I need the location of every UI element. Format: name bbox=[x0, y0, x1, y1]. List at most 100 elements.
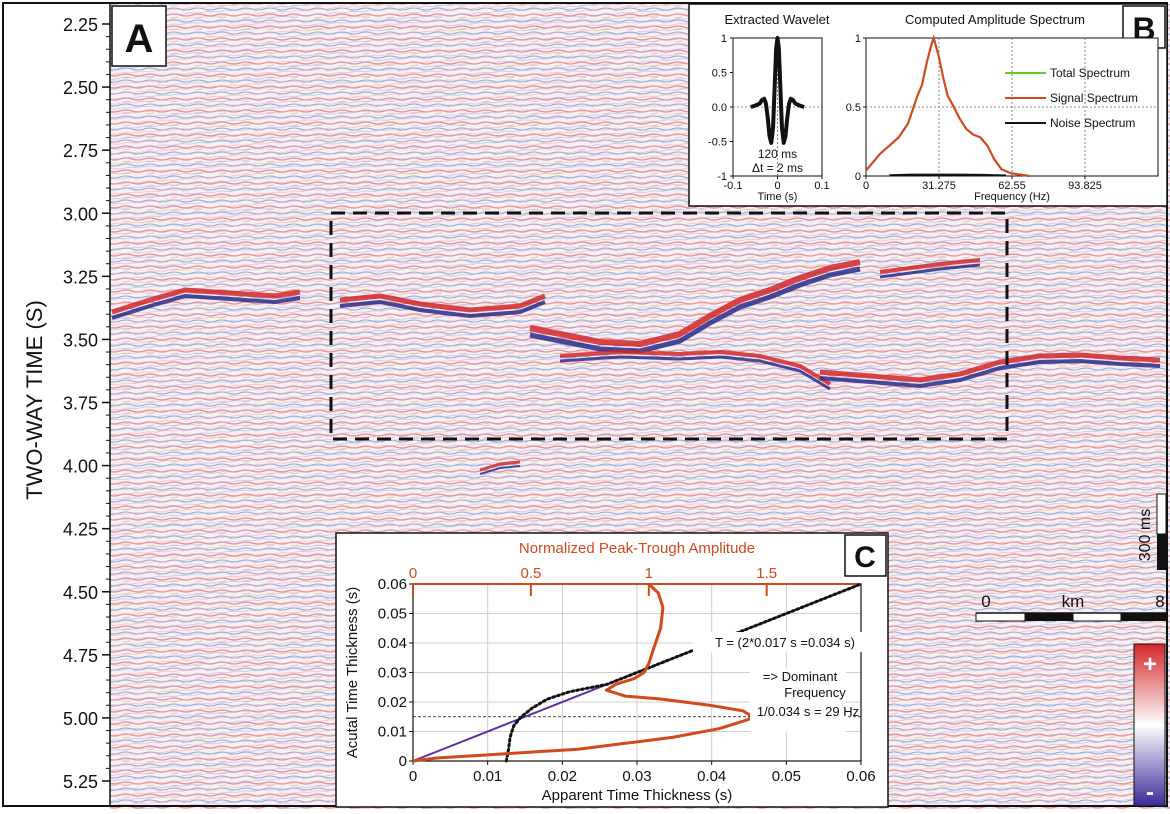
reflector-red bbox=[879, 258, 981, 274]
spectrum-title: Computed Amplitude Spectrum bbox=[905, 12, 1085, 27]
y-tick-label: 3.00 bbox=[63, 204, 98, 224]
wavelet-y-tick-label: 0.5 bbox=[712, 68, 727, 80]
y-tick-label: 4.50 bbox=[63, 583, 98, 603]
panel-c: C 0 0.01 0.02 0.03 0.04 0.05 0.0600.010.020.03… bbox=[335, 532, 889, 808]
y-tick-label: 5.00 bbox=[63, 709, 98, 729]
colorbar-minus: - bbox=[1146, 779, 1154, 806]
spectrum-x-tick-label: 0 bbox=[863, 180, 869, 192]
spectrum-x-tick-label: 62.55 bbox=[998, 180, 1026, 192]
reflector-blue bbox=[559, 355, 831, 391]
spectrum-y-tick-label: 0.5 bbox=[846, 102, 861, 114]
panel-c-y-tick-label: 0.06 bbox=[378, 576, 407, 593]
panel-c-x2-tick-label: 1 bbox=[645, 565, 653, 582]
reflector-red bbox=[559, 349, 832, 386]
spectrum-series-line bbox=[865, 34, 1030, 178]
thickness-plot: 0 0.01 0.02 0.03 0.04 0.05 0.0600.010.020.030.… bbox=[344, 540, 879, 804]
panel-c-label: C bbox=[854, 541, 876, 574]
reflector-red bbox=[819, 352, 1161, 383]
panel-c-y-tick-label: 0.01 bbox=[378, 724, 407, 741]
spectrum-series-line bbox=[889, 173, 1007, 177]
panel-a-box bbox=[111, 5, 167, 67]
spectrum-y-tick-label: 0 bbox=[855, 171, 861, 183]
horizontal-scale-bar: 0 km 8 bbox=[975, 592, 1167, 622]
y-tick-label: 4.00 bbox=[63, 457, 98, 477]
panel-c-annotation: Frequency bbox=[784, 685, 846, 700]
wavelet-y-tick-label: 0.0 bbox=[712, 102, 727, 114]
annotation-bg bbox=[750, 668, 846, 732]
panel-c-x-tick-label: 0.03 bbox=[622, 768, 651, 785]
y-tick-label: 4.25 bbox=[63, 520, 98, 540]
vertical-scale-label: 300 ms bbox=[1137, 509, 1154, 561]
reflector-blue bbox=[111, 293, 301, 320]
wavelet-curve bbox=[750, 36, 805, 145]
panel-c-y-tick-label: 0.03 bbox=[378, 665, 407, 682]
y-tick-label: 3.50 bbox=[63, 330, 98, 350]
panel-c-x2-tick-label: 1.5 bbox=[756, 565, 777, 582]
reflector-blue bbox=[339, 299, 546, 319]
panel-c-y-tick-label: 0.04 bbox=[378, 635, 407, 652]
y-tick-label: 4.75 bbox=[63, 646, 98, 666]
spectrum-x-tick-label: 31.275 bbox=[922, 180, 956, 192]
scale-unit-label: km bbox=[1062, 592, 1085, 611]
panel-c-x2-tick-label: 0 bbox=[409, 565, 417, 582]
panel-c-x-tick-label: 0.05 bbox=[772, 768, 801, 785]
legend-label: Total Spectrum bbox=[1050, 66, 1130, 80]
y-tick-label: 3.25 bbox=[63, 267, 98, 287]
panel-c-y-label: Acutal Time Thickness (s) bbox=[344, 587, 361, 758]
panel-c-x-tick-label: 0.02 bbox=[548, 768, 577, 785]
wavelet-y-tick-label: -0.5 bbox=[708, 137, 727, 149]
y-tick-label: 2.50 bbox=[63, 78, 98, 98]
legend-label: Signal Spectrum bbox=[1050, 91, 1138, 105]
reflector-blue bbox=[879, 263, 981, 279]
reflector-red bbox=[529, 259, 861, 348]
vertical-scale-bar: 300 ms bbox=[1137, 493, 1167, 570]
legend-label: Noise Spectrum bbox=[1050, 116, 1135, 130]
scale-start-label: 0 bbox=[981, 592, 990, 611]
reflector-blue bbox=[529, 266, 861, 354]
wavelet-x-tick-label: -0.1 bbox=[724, 180, 743, 192]
panel-c-x-tick-label: 0.06 bbox=[846, 768, 875, 785]
y-tick-label: 2.25 bbox=[63, 15, 98, 35]
spectrum-x-tick-label: 93.825 bbox=[1068, 180, 1102, 192]
wavelet-y-tick-label: -1 bbox=[717, 171, 727, 183]
panel-c-apparent-thickness-curve bbox=[504, 582, 863, 763]
spectrum-plot: 0 31.275 62.55 93.825 1 0.5 0 Total Spectrum Sig… bbox=[846, 33, 1159, 203]
wavelet-title: Extracted Wavelet bbox=[724, 12, 829, 27]
spectrum-x-label: Frequency (Hz) bbox=[974, 191, 1050, 203]
reflector-blue bbox=[479, 465, 521, 475]
panel-a-label: A bbox=[125, 17, 154, 61]
panel-c-x-label: Apparent Time Thickness (s) bbox=[542, 787, 733, 804]
reflector-blue bbox=[819, 358, 1161, 389]
reflector-red bbox=[339, 293, 546, 313]
panel-c-y-tick-label: 0 bbox=[399, 753, 407, 770]
panel-c-x-tick-label: 0.01 bbox=[473, 768, 502, 785]
panel-c-x-tick-label: 0 bbox=[409, 768, 417, 785]
wavelet-annotation: 120 ms bbox=[758, 147, 797, 161]
reflector-red bbox=[479, 460, 521, 472]
wavelet-x-tick-label: 0.1 bbox=[814, 180, 829, 192]
panel-c-annotation: 1/0.034 s = 29 Hz bbox=[757, 704, 859, 719]
reflector-red bbox=[111, 287, 301, 315]
panel-b: B Extracted Wavelet 10.50.0-0.5-1-0.1 0 0.… bbox=[688, 3, 1168, 207]
spectrum-y-tick-label: 1 bbox=[855, 33, 861, 45]
panel-c-amplitude-curve bbox=[412, 582, 755, 763]
y-tick-label: 3.75 bbox=[63, 394, 98, 414]
annotation-bg bbox=[693, 632, 879, 652]
panel-c-top-axis-label: Normalized Peak-Trough Amplitude bbox=[519, 540, 755, 557]
colorbar-plus: + bbox=[1143, 651, 1157, 678]
wavelet-annotation: Δt = 2 ms bbox=[752, 161, 803, 175]
y-axis-ticks: 2.25 2.50 2.75 3.00 3.25 3.50 3.75 4.00 4.25 4.50… bbox=[63, 15, 110, 792]
wavelet-y-tick-label: 1 bbox=[721, 33, 727, 45]
y-axis-label: TWO-WAY TIME (S) bbox=[22, 300, 47, 500]
panel-c-x-tick-label: 0.04 bbox=[697, 768, 726, 785]
panel-c-annotation: => Dominant bbox=[763, 669, 838, 684]
panel-c-annotation: T = (2*0.017 s =0.034 s) bbox=[715, 635, 855, 650]
seismic-reflectors bbox=[111, 258, 1161, 475]
panel-c-y-tick-label: 0.05 bbox=[378, 606, 407, 623]
wavelet-x-tick-label: 0 bbox=[774, 180, 780, 192]
scale-end-label: 8 bbox=[1155, 592, 1164, 611]
zoom-region-box bbox=[329, 211, 1009, 441]
